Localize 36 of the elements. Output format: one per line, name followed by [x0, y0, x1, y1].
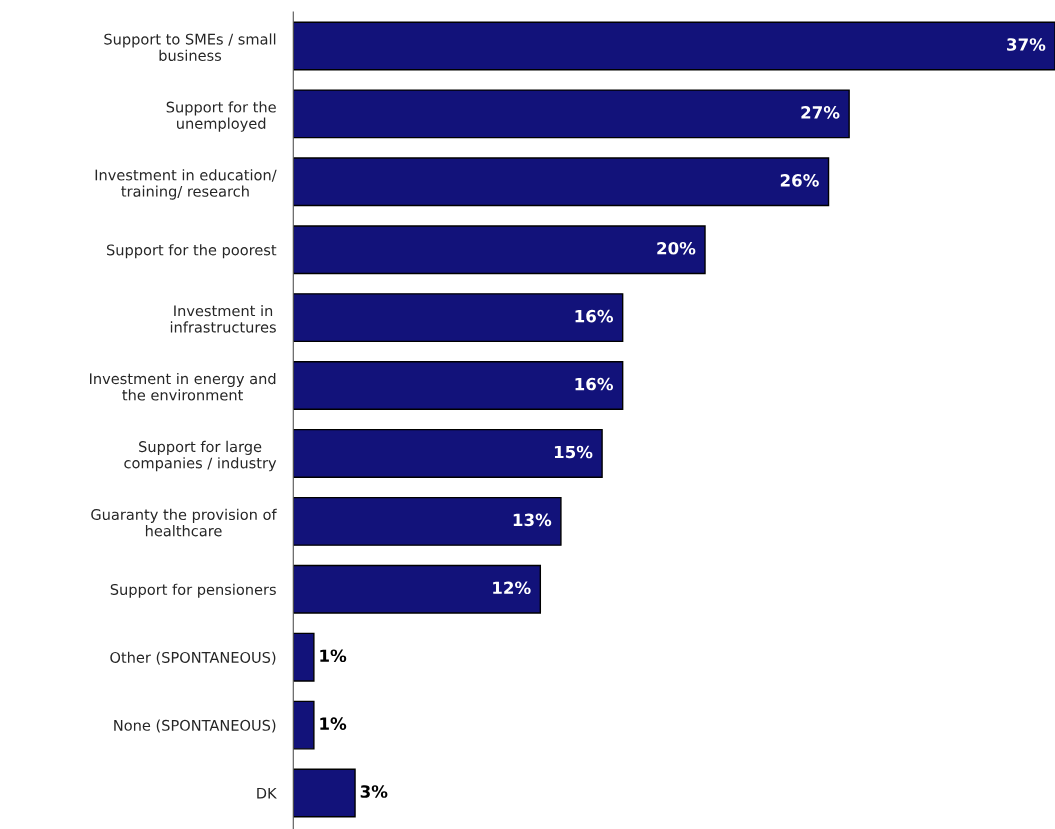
bar: [293, 496, 562, 546]
data-label: 16%: [575, 309, 614, 323]
data-label: 1%: [320, 717, 347, 730]
bar: [293, 157, 830, 207]
y-tick-label: DK: [257, 787, 277, 799]
y-tick-label: Support to SMEs / small business: [104, 33, 276, 61]
y-tick-label: Guaranty the provision of healthcare: [91, 508, 277, 537]
data-label: 26%: [780, 174, 819, 187]
y-tick-label: Support for the poorest: [106, 244, 277, 259]
data-label: 12%: [493, 581, 531, 595]
bar: [293, 293, 624, 343]
bar: [293, 564, 542, 614]
bar: [293, 225, 706, 275]
y-tick-label: Support for pensioners: [110, 583, 276, 598]
bar: [293, 361, 624, 410]
y-tick-label: Support for the unemployed: [166, 101, 276, 132]
y-tick-label: Support for large companies / industry: [124, 440, 277, 472]
y-tick-label: Investment in education/ training/ research: [95, 169, 277, 200]
bar: [293, 89, 850, 139]
data-label: 1%: [320, 649, 347, 663]
data-label: 15%: [554, 445, 593, 459]
y-tick-label: Investment in infrastructures: [170, 305, 276, 333]
data-label: 37%: [1007, 38, 1046, 51]
data-label: 20%: [657, 241, 696, 255]
bar: [293, 21, 1055, 71]
bar: [293, 700, 315, 750]
y-tick-label: Investment in energy and the environment: [90, 372, 276, 401]
bar: [293, 632, 315, 682]
data-label: 27%: [801, 106, 840, 119]
data-label: 16%: [575, 377, 614, 391]
data-label: 13%: [513, 513, 552, 527]
y-tick-label: None (SPONTANEOUS): [114, 719, 276, 733]
bar: [293, 768, 356, 818]
bar: [293, 428, 603, 478]
y-tick-label: Other (SPONTANEOUS): [110, 651, 276, 665]
data-label: 3%: [360, 785, 388, 798]
